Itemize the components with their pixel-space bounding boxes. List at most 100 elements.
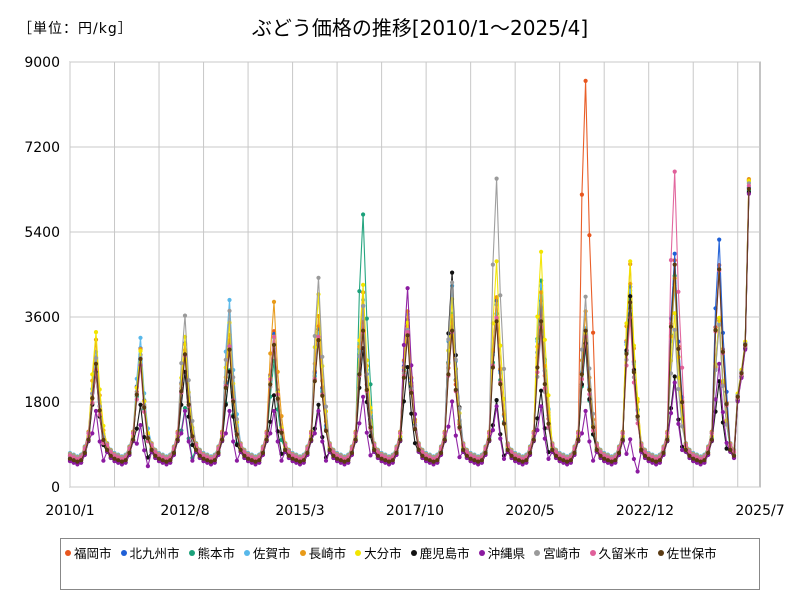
data-point	[93, 408, 99, 414]
data-point	[642, 453, 648, 458]
data-point	[149, 447, 154, 452]
data-point	[720, 349, 726, 354]
data-point	[138, 423, 143, 428]
data-point	[335, 453, 340, 458]
data-point	[546, 421, 551, 426]
data-point	[579, 431, 585, 436]
data-point	[676, 386, 681, 392]
data-point	[546, 456, 551, 461]
data-point	[464, 453, 469, 458]
data-point	[123, 458, 128, 463]
data-point	[442, 437, 447, 442]
data-point	[717, 267, 722, 272]
data-point	[412, 441, 418, 446]
data-point	[516, 458, 522, 463]
data-point	[672, 262, 677, 267]
data-point	[383, 458, 388, 463]
data-point	[364, 387, 369, 392]
data-point	[386, 459, 392, 464]
legend-item: 鹿児島市	[410, 542, 470, 563]
data-point	[591, 458, 596, 463]
data-point	[227, 344, 232, 349]
data-point	[717, 361, 722, 366]
data-point	[283, 447, 288, 452]
data-point	[542, 436, 547, 441]
data-point	[320, 439, 325, 444]
data-point	[320, 393, 325, 398]
data-point	[557, 456, 562, 461]
data-point	[316, 338, 321, 343]
data-point	[450, 399, 455, 404]
data-point	[145, 436, 150, 441]
data-point	[257, 458, 262, 463]
data-point	[93, 330, 99, 335]
data-point	[364, 316, 369, 321]
data-point	[635, 469, 640, 474]
data-point	[223, 357, 228, 362]
data-point	[205, 455, 210, 460]
data-point	[323, 458, 329, 463]
data-point	[605, 458, 611, 463]
data-point	[646, 453, 651, 458]
data-point	[227, 308, 232, 313]
data-point	[527, 450, 533, 455]
data-point	[294, 455, 299, 460]
data-point	[731, 453, 737, 458]
data-point	[446, 424, 451, 429]
data-point	[583, 328, 588, 333]
data-point	[142, 435, 147, 440]
data-point	[338, 455, 343, 460]
data-point	[542, 382, 547, 387]
legend-item: 北九州市	[120, 542, 180, 563]
data-point	[361, 212, 366, 217]
data-point	[594, 447, 599, 452]
data-point	[650, 458, 655, 463]
y-tick-label: 9000	[24, 55, 60, 71]
data-point	[301, 458, 306, 463]
data-point	[190, 434, 195, 439]
data-point	[182, 313, 188, 318]
data-point	[609, 459, 614, 464]
data-point	[312, 431, 317, 436]
data-point	[234, 432, 239, 437]
data-point	[539, 404, 544, 409]
data-point	[260, 450, 265, 455]
data-point	[605, 455, 611, 460]
data-point	[379, 453, 384, 458]
data-point	[156, 453, 162, 458]
data-point	[539, 249, 544, 254]
data-point	[457, 406, 462, 411]
data-point	[190, 458, 195, 463]
data-point	[561, 458, 566, 463]
data-point	[101, 437, 106, 442]
data-point	[112, 456, 117, 461]
data-point	[583, 408, 588, 414]
legend-label: 宮崎市	[543, 546, 581, 561]
data-point	[131, 437, 136, 442]
data-point	[67, 456, 73, 461]
data-point	[405, 365, 410, 370]
data-point	[316, 334, 321, 339]
data-point	[383, 455, 388, 460]
data-point	[416, 447, 421, 452]
data-point	[505, 447, 510, 452]
data-point	[190, 418, 195, 424]
data-point	[490, 365, 495, 370]
data-point	[323, 428, 329, 433]
data-point	[71, 458, 76, 463]
data-point	[427, 458, 432, 463]
legend-marker-icon	[355, 549, 362, 556]
data-point	[208, 459, 214, 464]
data-point	[683, 447, 688, 452]
data-point	[186, 378, 191, 383]
data-point	[220, 437, 225, 442]
data-point	[119, 459, 124, 464]
data-point	[557, 453, 562, 458]
data-point	[271, 342, 277, 347]
x-tick-label: 2012/8	[160, 503, 209, 519]
data-point	[680, 447, 685, 453]
legend-label: 鹿児島市	[419, 546, 470, 561]
data-point	[654, 459, 659, 464]
data-point	[153, 453, 158, 458]
series-line	[69, 188, 750, 463]
